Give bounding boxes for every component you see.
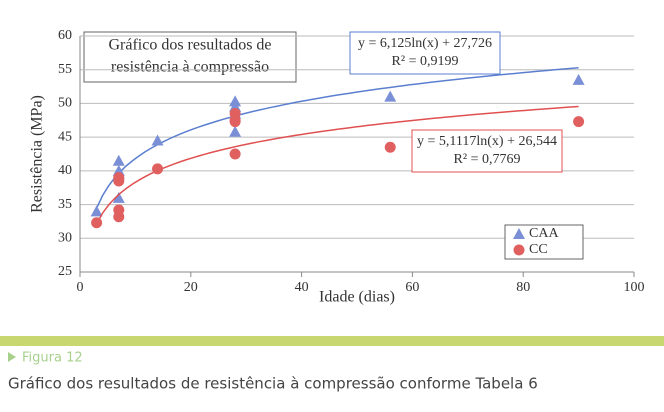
trendline-r2: R² = 0,7769 [454,152,521,167]
y-axis-label: Resistência (MPa) [29,95,46,213]
trendline-equation: y = 6,125ln(x) + 27,726 [358,36,492,51]
marker [573,116,585,128]
divider-band [0,336,664,346]
marker [229,116,241,128]
trendline [95,67,579,209]
y-tick-label: 40 [58,163,72,178]
marker [113,175,125,187]
chart-title: Gráfico dos resultados de [108,37,271,54]
y-tick-label: 55 [58,62,72,77]
marker [384,141,396,153]
y-tick-label: 35 [58,197,72,212]
y-tick-label: 30 [58,231,72,246]
marker [112,191,125,203]
chart-title: resistência à compressão [111,59,269,76]
legend-label: CC [529,242,548,257]
x-tick-label: 0 [77,280,84,295]
trendline-equation: y = 5,1117ln(x) + 26,544 [417,134,557,149]
marker [513,244,525,256]
marker [513,228,525,239]
caption-figure: Figura 12 [22,351,83,366]
marker [152,163,164,175]
marker [91,217,103,229]
marker [113,211,125,223]
y-tick-label: 25 [58,264,72,279]
marker [229,125,242,137]
marker [384,90,397,102]
marker [229,148,241,160]
title-box [83,31,297,83]
equation-box [411,129,563,173]
marker [151,134,164,146]
caption-arrow [8,352,16,362]
legend-label: CAA [529,226,559,241]
marker [90,205,103,217]
x-tick-label: 60 [405,280,419,295]
x-tick-label: 80 [516,280,530,295]
x-tick-label: 20 [184,280,198,295]
marker [572,73,585,85]
trendline [95,105,579,225]
equation-box [349,31,501,75]
marker [112,154,125,166]
x-tick-label: 40 [295,280,309,295]
y-tick-label: 45 [58,129,72,144]
y-tick-label: 60 [58,28,72,43]
caption-text: Gráfico dos resultados de resistência à … [8,375,538,393]
x-tick-label: 100 [624,280,645,295]
y-tick-label: 50 [58,96,72,111]
x-axis-label: Idade (dias) [319,289,395,306]
trendline-r2: R² = 0,9199 [392,54,459,69]
